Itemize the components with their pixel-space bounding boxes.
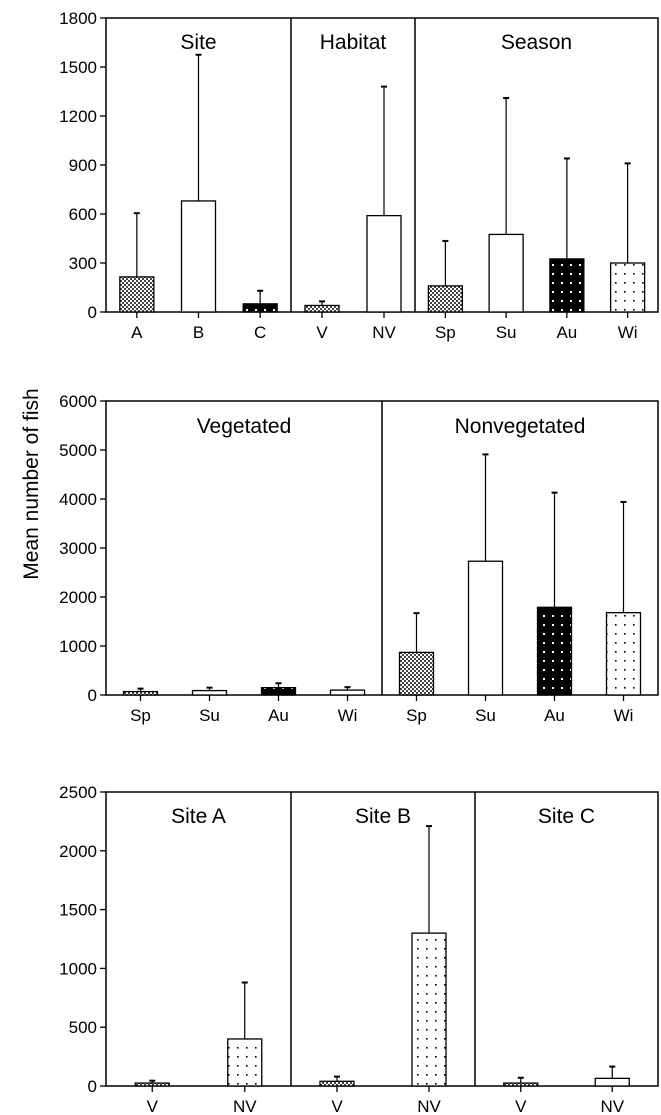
bar	[594, 1077, 630, 1087]
y-tick-label: 6000	[59, 392, 97, 411]
x-tick-label: V	[316, 323, 328, 342]
group-title: Habitat	[320, 31, 387, 54]
y-tick-label: 0	[88, 686, 97, 705]
x-tick-label: Sp	[130, 706, 151, 725]
bar	[319, 1080, 355, 1087]
y-tick-label: 2000	[59, 588, 97, 607]
panel-frame	[105, 791, 659, 1087]
group-title: Vegetated	[197, 415, 292, 438]
bar	[366, 214, 402, 313]
y-tick-label: 600	[69, 205, 97, 224]
x-tick-label: Sp	[406, 706, 427, 725]
x-tick-label: Wi	[614, 706, 634, 725]
bar	[398, 651, 435, 696]
x-tick-label: C	[254, 323, 266, 342]
group-title: Site C	[538, 805, 595, 828]
x-tick-label: NV	[233, 1097, 257, 1115]
x-tick-label: Au	[544, 706, 565, 725]
y-tick-label: 1500	[59, 901, 97, 920]
bar	[304, 304, 340, 313]
bar	[180, 200, 217, 313]
y-tick-label: 900	[69, 156, 97, 175]
x-tick-label: A	[131, 323, 143, 342]
x-tick-label: Au	[556, 323, 577, 342]
bar	[260, 687, 297, 696]
x-tick-label: V	[331, 1097, 343, 1115]
y-tick-label: 1800	[59, 9, 97, 28]
group-title: Site B	[355, 805, 411, 828]
bar	[467, 560, 504, 696]
x-tick-label: Wi	[338, 706, 358, 725]
y-tick-label: 1000	[59, 959, 97, 978]
group-title: Season	[501, 31, 572, 54]
x-tick-label: Su	[496, 323, 517, 342]
bar	[227, 1038, 263, 1087]
y-tick-label: 0	[88, 303, 97, 322]
x-tick-label: Su	[199, 706, 220, 725]
y-tick-label: 300	[69, 254, 97, 273]
y-tick-label: 500	[69, 1018, 97, 1037]
y-tick-label: 1000	[59, 637, 97, 656]
y-tick-label: 3000	[59, 539, 97, 558]
group-title: Nonvegetated	[455, 415, 586, 438]
x-tick-label: B	[193, 323, 204, 342]
x-tick-label: Su	[475, 706, 496, 725]
bar	[411, 932, 447, 1087]
group-title: Site A	[171, 805, 226, 828]
bar	[329, 689, 366, 696]
bar	[122, 690, 159, 696]
bar	[134, 1082, 170, 1087]
x-tick-label: NV	[600, 1097, 624, 1115]
x-tick-label: V	[515, 1097, 527, 1115]
x-tick-label: Au	[268, 706, 289, 725]
y-tick-label: 1200	[59, 107, 97, 126]
bar	[503, 1082, 539, 1087]
bar	[242, 303, 278, 313]
bar	[427, 285, 464, 313]
y-tick-label: 1500	[59, 58, 97, 77]
bar	[605, 612, 642, 696]
bar	[119, 276, 155, 313]
y-tick-label: 2000	[59, 842, 97, 861]
bar	[191, 689, 228, 696]
x-tick-label: V	[147, 1097, 159, 1115]
y-axis-label: Mean number of fish	[20, 388, 43, 579]
bar	[536, 606, 573, 696]
bar	[549, 258, 585, 313]
x-tick-label: Sp	[435, 323, 456, 342]
y-tick-label: 4000	[59, 490, 97, 509]
y-tick-label: 0	[88, 1077, 97, 1096]
bar	[488, 233, 524, 313]
group-title: Site	[180, 31, 216, 54]
x-tick-label: Wi	[618, 323, 638, 342]
bar	[609, 262, 646, 313]
y-tick-label: 5000	[59, 441, 97, 460]
y-tick-label: 2500	[59, 783, 97, 802]
x-tick-label: NV	[417, 1097, 441, 1115]
x-tick-label: NV	[372, 323, 396, 342]
